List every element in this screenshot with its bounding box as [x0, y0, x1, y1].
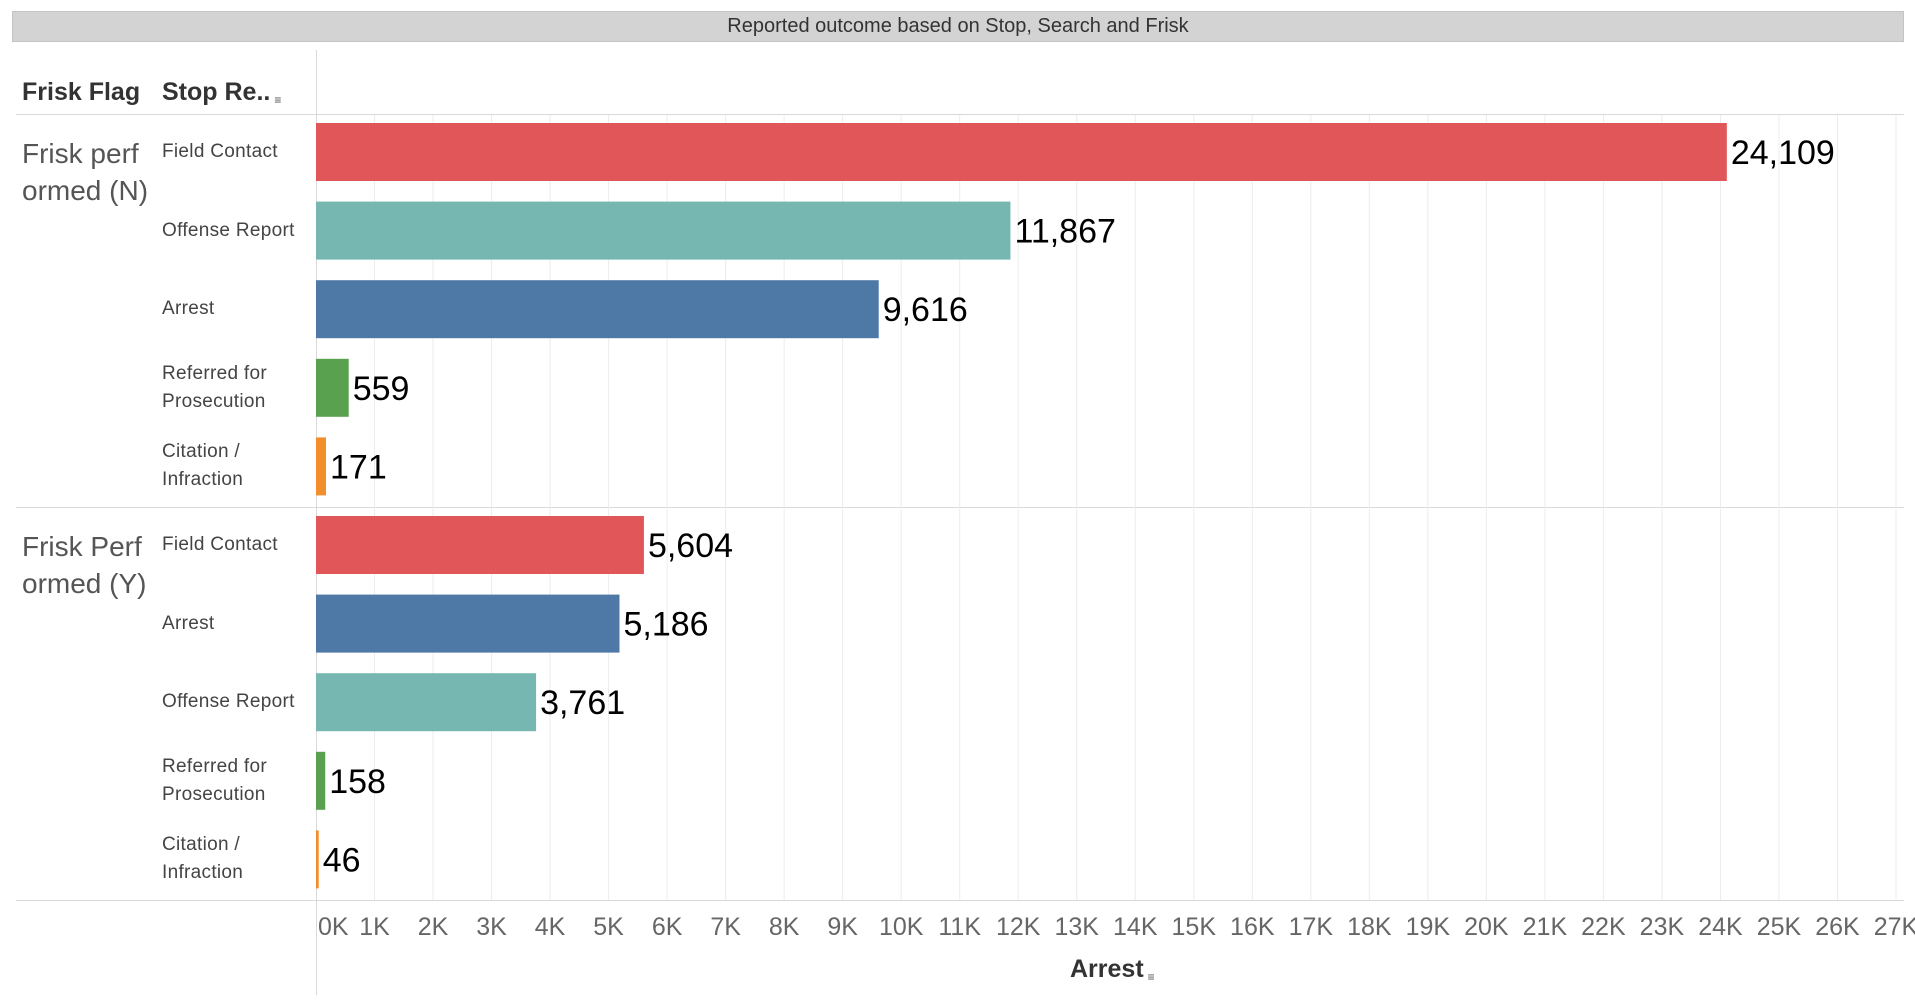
x-tick-label: 23K [1640, 913, 1685, 941]
x-tick-label: 25K [1757, 913, 1802, 941]
category-label-line: Offense Report [162, 691, 295, 713]
bar[interactable] [316, 437, 327, 496]
category-label-line: Referred for [162, 755, 267, 777]
category-label: Offense Report [162, 688, 312, 716]
category-label: Referred for Prosecution [162, 360, 312, 416]
sort-icon[interactable]: ≡ [274, 93, 282, 107]
x-tick-label: 20K [1464, 913, 1509, 941]
x-axis-title-label: Arrest [1070, 955, 1144, 983]
x-tick-label: 7K [710, 913, 741, 941]
bar-value-label: 171 [330, 448, 387, 486]
category-label: Citation / Infraction [162, 438, 312, 494]
axis-sort-icon[interactable]: ≡ [1147, 970, 1155, 984]
bar-value-label: 5,186 [623, 606, 708, 644]
category-label-line: Citation / [162, 441, 240, 463]
x-tick-label: 15K [1172, 913, 1217, 941]
group-label: Frisk performed (N) [22, 138, 149, 206]
bar-value-label: 5,604 [648, 527, 733, 565]
x-tick-label: 11K [938, 913, 981, 941]
x-tick-label: 13K [1054, 913, 1099, 941]
x-tick-label: 9K [827, 913, 858, 941]
chart-title: Reported outcome based on Stop, Search a… [12, 11, 1904, 42]
bar-value-label: 24,109 [1731, 134, 1835, 172]
bar[interactable] [316, 594, 620, 653]
group-label: Frisk Performed (Y) [22, 531, 147, 599]
bar[interactable] [316, 830, 319, 889]
category-label: Citation / Infraction [162, 831, 312, 887]
category-label: Arrest [162, 610, 312, 638]
category-label-line: Prosecution [162, 390, 266, 412]
category-label-line: Citation / [162, 834, 240, 856]
x-tick-label: 27K [1874, 913, 1915, 941]
bar-value-label: 9,616 [883, 291, 968, 329]
x-tick-label: 10K [879, 913, 924, 941]
category-label-line: Field Contact [162, 141, 278, 162]
category-label-line: Offense Report [162, 219, 295, 241]
header-frisk-flag: Frisk Flag [22, 78, 140, 107]
category-label-line: Referred for [162, 362, 267, 384]
category-label: Field Contact [162, 531, 312, 559]
x-tick-label: 6K [652, 913, 683, 941]
x-tick-label: 2K [418, 913, 449, 941]
bar[interactable] [316, 123, 1727, 181]
bar[interactable] [316, 358, 349, 417]
x-tick-label: 18K [1347, 913, 1392, 941]
header-frisk-flag-label: Frisk Flag [22, 78, 141, 106]
x-tick-label: 8K [769, 913, 800, 941]
category-label-line: Prosecution [162, 783, 266, 805]
x-tick-label: 21K [1523, 913, 1568, 941]
category-label-line: Infraction [162, 469, 244, 491]
bar-value-label: 3,761 [540, 684, 625, 722]
x-tick-label: 26K [1815, 913, 1860, 941]
x-tick-label: 1K [359, 913, 390, 941]
x-tick-label: 16K [1230, 913, 1275, 941]
category-label: Arrest [162, 295, 312, 323]
x-tick-label: 5K [593, 913, 624, 941]
category-label: Offense Report [162, 217, 312, 245]
bar[interactable] [316, 280, 879, 339]
x-tick-label: 22K [1581, 913, 1626, 941]
bar-value-label: 11,867 [1014, 213, 1115, 251]
category-label: Field Contact [162, 138, 312, 166]
category-label-line: Field Contact [162, 534, 278, 555]
x-tick-label: 17K [1289, 913, 1334, 941]
bar-chart: 0K 1K 2K 3K 4K 5K 6K 7K 8K 9K 10K 11K 12K 13K 14K 15K 16… [316, 115, 1915, 941]
category-label-line: Arrest [162, 298, 215, 320]
bar[interactable] [316, 673, 537, 732]
x-tick-label: 24K [1698, 913, 1743, 941]
x-tick-label: 12K [996, 913, 1041, 941]
header-divider [16, 114, 1904, 115]
x-tick-label: 3K [476, 913, 507, 941]
x-tick-label: 0K [318, 913, 349, 941]
bar[interactable] [316, 516, 644, 574]
category-label-line: Arrest [162, 612, 215, 634]
category-label: Referred for Prosecution [162, 753, 312, 809]
bar[interactable] [316, 201, 1011, 260]
bar-value-label: 46 [323, 841, 361, 879]
bar-value-label: 559 [353, 370, 410, 408]
x-tick-label: 19K [1406, 913, 1451, 941]
header-stop-result-label: Stop Re.. [162, 78, 271, 106]
category-label-line: Infraction [162, 862, 244, 884]
bar-value-label: 158 [329, 763, 386, 801]
x-axis-title: Arrest ≡ [1070, 955, 1155, 984]
x-tick-label: 14K [1113, 913, 1158, 941]
bar[interactable] [316, 751, 326, 810]
x-tick-label: 4K [535, 913, 566, 941]
axis-divider [16, 900, 1904, 901]
header-stop-result[interactable]: Stop Re.. ≡ [162, 78, 281, 107]
